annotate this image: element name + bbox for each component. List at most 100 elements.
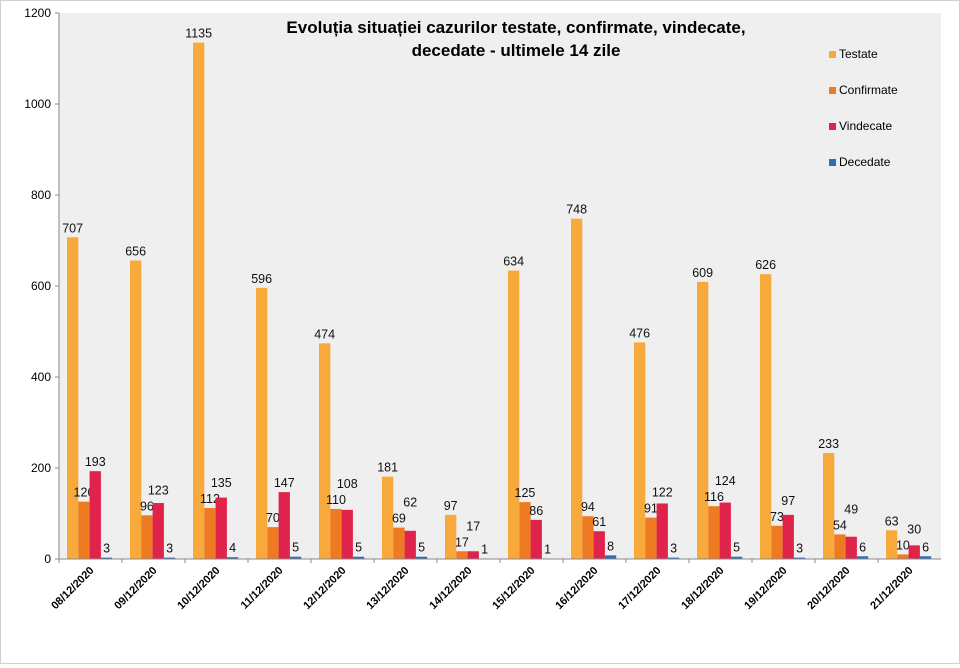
y-tick-label: 0 [44, 552, 51, 566]
plot-area [59, 13, 941, 559]
data-label: 3 [103, 542, 110, 556]
data-label: 181 [377, 461, 398, 475]
bar-confirmate [393, 528, 404, 559]
bar-vindecate [594, 531, 605, 559]
bar-vindecate [342, 510, 353, 559]
data-label: 97 [444, 499, 458, 513]
legend-swatch-confirmate [829, 87, 836, 94]
legend-swatch-vindecate [829, 123, 836, 130]
data-label: 1 [481, 543, 488, 557]
bar-vindecate [216, 498, 227, 559]
bar-testate [634, 342, 645, 559]
data-label: 73 [770, 510, 784, 524]
data-label: 108 [337, 477, 358, 491]
data-label: 193 [85, 455, 106, 469]
x-tick-label: 15/12/2020 [490, 565, 537, 612]
legend-label-testate: Testate [839, 47, 878, 61]
data-label: 110 [326, 493, 346, 507]
data-label: 596 [251, 272, 272, 286]
data-label: 656 [125, 245, 146, 259]
bar-confirmate [771, 526, 782, 559]
data-label: 8 [607, 539, 614, 553]
bar-testate [697, 282, 708, 559]
x-tick-label: 08/12/2020 [49, 565, 96, 612]
data-label: 62 [403, 496, 417, 510]
data-label: 116 [704, 490, 724, 504]
bar-confirmate [78, 502, 89, 559]
data-label: 147 [274, 476, 295, 490]
data-label: 609 [692, 266, 713, 280]
data-label: 10 [896, 538, 910, 552]
data-label: 124 [715, 474, 736, 488]
data-label: 3 [670, 542, 677, 556]
data-label: 5 [418, 541, 425, 555]
legend-swatch-testate [829, 51, 836, 58]
bar-testate [508, 271, 519, 559]
data-label: 17 [455, 535, 469, 549]
data-label: 233 [818, 437, 839, 451]
data-label: 3 [796, 542, 803, 556]
legend-swatch-decedate [829, 159, 836, 166]
data-label: 96 [140, 499, 154, 513]
chart-title-line-2: decedate - ultimele 14 zile [412, 41, 621, 60]
data-label: 476 [629, 326, 650, 340]
data-label: 626 [755, 258, 776, 272]
data-label: 30 [907, 522, 921, 536]
data-label: 125 [515, 486, 536, 500]
data-label: 5 [733, 541, 740, 555]
data-label: 5 [355, 541, 362, 555]
data-label: 70 [266, 511, 280, 525]
data-label: 5 [292, 541, 299, 555]
data-label: 1 [544, 543, 551, 557]
y-tick-label: 200 [31, 461, 51, 475]
x-tick-label: 17/12/2020 [616, 565, 663, 612]
bar-testate [130, 261, 141, 559]
bar-vindecate [909, 545, 920, 559]
bar-confirmate [141, 515, 152, 559]
bar-testate [193, 43, 204, 559]
x-tick-label: 19/12/2020 [742, 565, 789, 612]
x-tick-label: 10/12/2020 [175, 565, 222, 612]
data-label: 6 [859, 540, 866, 554]
bar-testate [319, 343, 330, 559]
y-tick-label: 600 [31, 279, 51, 293]
x-tick-label: 11/12/2020 [239, 565, 286, 612]
legend-label-confirmate: Confirmate [839, 83, 898, 97]
data-label: 123 [148, 483, 169, 497]
chart-title-line-1: Evoluția situației cazurilor testate, co… [286, 18, 745, 37]
bar-confirmate [204, 508, 215, 559]
data-label: 63 [885, 514, 899, 528]
data-label: 135 [211, 476, 232, 490]
bar-vindecate [405, 531, 416, 559]
data-label: 97 [781, 494, 795, 508]
legend-label-decedate: Decedate [839, 155, 891, 169]
data-label: 61 [592, 515, 606, 529]
legend-label-vindecate: Vindecate [839, 119, 892, 133]
bar-vindecate [657, 503, 668, 559]
y-tick-label: 400 [31, 370, 51, 384]
x-tick-label: 13/12/2020 [364, 565, 411, 612]
x-tick-label: 14/12/2020 [427, 565, 474, 612]
bar-decedate [605, 555, 616, 559]
data-label: 707 [62, 221, 83, 235]
data-label: 69 [392, 512, 406, 526]
bar-vindecate [783, 515, 794, 559]
data-label: 86 [529, 504, 543, 518]
bar-confirmate [645, 518, 656, 559]
data-label: 17 [466, 519, 480, 533]
bar-confirmate [267, 527, 278, 559]
data-label: 634 [503, 255, 524, 269]
data-label: 474 [314, 327, 335, 341]
data-label: 3 [166, 542, 173, 556]
data-label: 94 [581, 500, 595, 514]
bar-vindecate [153, 503, 164, 559]
data-label: 4 [229, 541, 236, 555]
y-tick-label: 1000 [24, 97, 51, 111]
bar-confirmate [834, 534, 845, 559]
bar-testate [67, 237, 78, 559]
x-tick-label: 21/12/2020 [868, 565, 915, 612]
x-tick-label: 18/12/2020 [679, 565, 726, 612]
data-label: 6 [922, 540, 929, 554]
